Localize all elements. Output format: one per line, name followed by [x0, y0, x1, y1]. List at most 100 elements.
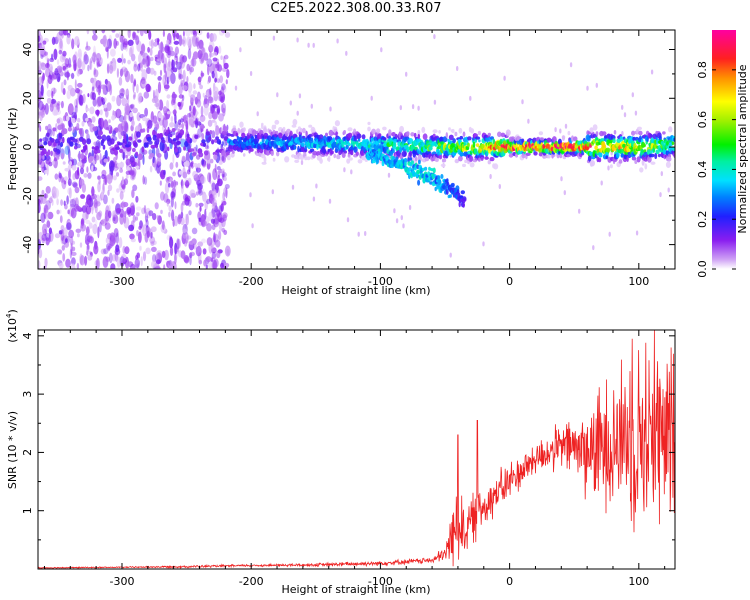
spectrogram-noise-cell: [141, 43, 146, 54]
spectrogram-tone-cell: [50, 150, 53, 157]
spectrogram-noise-cell: [112, 156, 117, 165]
spectrogram-noise-cell: [47, 74, 53, 85]
spectrogram-drift-cell: [403, 157, 408, 164]
spectrogram-tone-cell: [121, 121, 125, 127]
spectrogram-noise-cell: [151, 246, 157, 252]
spectrogram-tone-cell: [573, 136, 578, 142]
spectrogram-noise-cell: [207, 75, 212, 83]
y-tick-label: 3: [21, 391, 34, 398]
spectrogram-tone-cell: [428, 145, 433, 151]
spectrogram-noise-cell: [208, 211, 213, 222]
spectrogram-noise-cell: [115, 33, 120, 38]
spectrogram-tone-cell: [592, 124, 598, 131]
spectrogram-noise-cell: [91, 149, 94, 158]
spectrogram-tone-cell: [166, 146, 170, 152]
spectrogram-noise-cell: [142, 251, 147, 262]
spectrogram-tone-cell: [618, 160, 623, 164]
spectrogram-noise-cell: [586, 85, 589, 91]
spectrogram-noise-cell: [198, 39, 204, 49]
spectrogram-tone-cell: [294, 159, 300, 163]
y-tick-label: -20: [21, 187, 34, 205]
spectrogram-tone-cell: [77, 161, 83, 167]
spectrogram-tone-cell: [213, 153, 218, 160]
spectrogram-noise-cell: [45, 209, 50, 221]
spectrogram-tone-cell: [62, 128, 68, 135]
spectrogram-noise-cell: [197, 99, 201, 104]
spectrogram-noise-cell: [145, 83, 151, 93]
colorbar-tick-label: 0.4: [696, 161, 709, 179]
spectrogram-noise-cell: [177, 214, 182, 225]
spectrogram-noise-cell: [62, 252, 66, 262]
spectrogram-noise-cell: [85, 45, 91, 51]
spectrogram-noise-cell: [177, 128, 181, 133]
spectrogram-noise-cell: [173, 40, 180, 45]
spectrogram-noise-cell: [115, 244, 120, 253]
spectrogram-noise-cell: [87, 254, 93, 261]
spectrogram-noise-cell: [607, 165, 610, 171]
spectrogram-noise-cell: [93, 69, 99, 78]
spectrogram-noise-cell: [121, 151, 126, 159]
spectrogram-noise-cell: [122, 151, 125, 161]
spectrogram-tone-cell: [96, 149, 101, 154]
spectrogram-noise-cell: [211, 182, 216, 192]
spectrogram-noise-cell: [56, 59, 60, 65]
spectrogram-tone-cell: [445, 132, 448, 139]
spectrogram-noise-cell: [87, 93, 90, 98]
spectrogram-noise-cell: [139, 245, 142, 251]
spectrogram-noise-cell: [214, 77, 218, 83]
spectrogram-noise-cell: [215, 63, 218, 69]
spectrogram-drift-cell: [462, 202, 465, 208]
spectrogram-noise-cell: [204, 198, 208, 211]
spectrogram-noise-cell: [164, 45, 170, 54]
spectrogram-noise-cell: [172, 109, 177, 115]
x-tick-label: -200: [239, 575, 264, 588]
spectrogram-tone-cell: [637, 126, 642, 131]
spectrogram-noise-cell: [51, 36, 56, 46]
spectrogram-tone-cell: [378, 133, 382, 138]
spectrogram-tone-cell: [634, 160, 638, 164]
spectrogram-tone-cell: [462, 131, 466, 137]
spectrogram-noise-cell: [289, 100, 292, 106]
spectrogram-noise-cell: [208, 44, 214, 53]
spectrogram-noise-cell: [225, 79, 228, 85]
spectrogram-tone-cell: [438, 154, 443, 160]
spectrogram-tone-cell: [91, 165, 94, 172]
spectrogram-tone-cell: [195, 111, 199, 115]
spectrogram-noise-cell: [124, 70, 131, 83]
spectrogram-noise-cell: [119, 92, 125, 99]
spectrogram-noise-cell: [220, 262, 224, 269]
spectrogram-noise-cell: [667, 187, 670, 193]
spectrogram-noise-cell: [48, 161, 53, 167]
spectrogram-noise-cell: [182, 69, 186, 82]
spectrogram-noise-cell: [67, 187, 72, 195]
spectrogram-noise-cell: [171, 209, 175, 222]
spectrogram-noise-cell: [67, 178, 72, 187]
spectrogram-noise-cell: [134, 258, 140, 269]
spectrogram-noise-cell: [209, 172, 212, 184]
spectrogram-noise-cell: [199, 175, 206, 185]
spectrogram-noise-cell: [171, 93, 178, 99]
spectrogram-noise-cell: [71, 197, 78, 207]
spectrogram-noise-cell: [124, 103, 130, 115]
spectrogram-noise-cell: [56, 72, 61, 83]
spectrogram-noise-cell: [200, 70, 203, 79]
spectrogram-tone-cell: [458, 155, 463, 162]
spectrogram-noise-cell: [93, 244, 99, 255]
spectrogram-noise-cell: [150, 111, 154, 123]
colorbar-gradient: [712, 30, 736, 269]
spectrogram-tone-cell: [406, 131, 410, 136]
spectrogram-noise-cell: [127, 39, 134, 46]
spectrogram-noise-cell: [224, 31, 231, 38]
colorbar-tick-label: 0.6: [696, 111, 709, 129]
spectrogram-noise-cell: [271, 189, 274, 195]
spectrogram-noise-cell: [83, 51, 88, 61]
spectrogram-noise-cell: [118, 32, 121, 39]
x-tick-label: -300: [110, 575, 135, 588]
spectrogram-noise-cell: [143, 91, 150, 99]
spectrogram-tone-cell: [454, 158, 459, 164]
spectrogram-noise-cell: [38, 123, 41, 128]
spectrogram-tone-cell: [46, 132, 50, 137]
spectrogram-noise-cell: [95, 109, 100, 116]
spectrogram-noise-cell: [142, 175, 145, 185]
colorbar-label: Normalized spectral amplitude: [736, 64, 749, 233]
